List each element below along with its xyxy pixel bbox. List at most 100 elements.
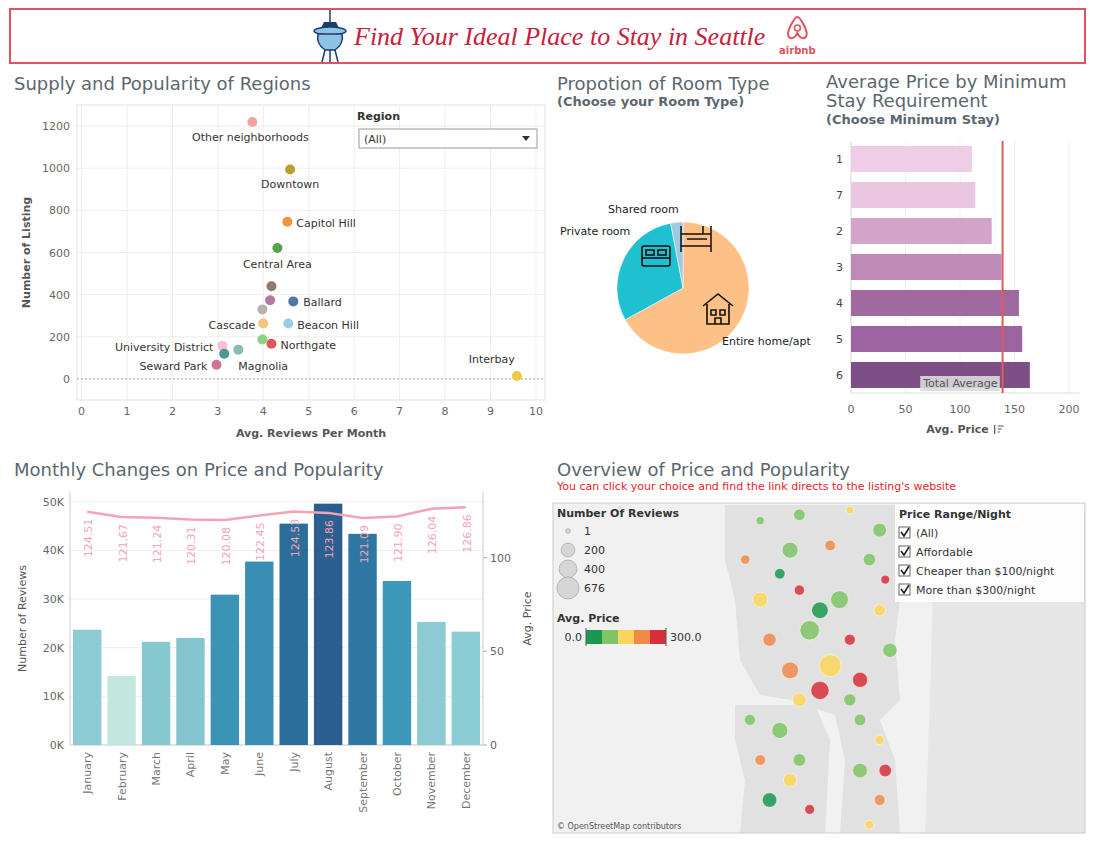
panel-title: Propotion of Room Type — [557, 73, 770, 94]
filter-panel — [895, 504, 1084, 602]
category-label: December — [460, 752, 473, 810]
bar[interactable] — [851, 146, 972, 172]
listing-dot[interactable] — [831, 591, 849, 609]
listing-dot[interactable] — [775, 568, 786, 579]
scatter-point — [265, 295, 275, 305]
tick-label: 6 — [351, 405, 358, 418]
data-label: 126.04 — [426, 516, 439, 555]
point-label: Ballard — [303, 296, 341, 309]
listing-dot[interactable] — [852, 672, 867, 687]
color-bar-step — [618, 630, 634, 644]
grid-line — [77, 378, 545, 379]
tick-label: 600 — [49, 247, 70, 260]
listing-dot[interactable] — [881, 575, 890, 584]
listing-dot[interactable] — [793, 693, 807, 707]
listing-dot[interactable] — [772, 722, 788, 738]
listing-dot[interactable] — [794, 585, 804, 595]
attribution: © OpenStreetMap contributors — [557, 822, 681, 831]
filter-title: Region — [357, 110, 400, 123]
listing-dot[interactable] — [811, 681, 829, 699]
checkbox[interactable] — [899, 546, 910, 557]
point-label: Capitol Hill — [296, 217, 356, 230]
tick-label: 100 — [490, 552, 511, 565]
bunk-lines — [681, 226, 711, 252]
category-label: January — [81, 752, 94, 795]
listing-dot[interactable] — [762, 793, 776, 807]
bar[interactable] — [851, 182, 975, 208]
listing-dot[interactable] — [805, 805, 815, 815]
listing-dot[interactable] — [741, 555, 750, 564]
data-label: 120.31 — [185, 527, 198, 566]
scatter-point — [288, 296, 298, 306]
listing-dot[interactable] — [782, 662, 799, 679]
listing-dot[interactable] — [863, 553, 875, 565]
listing-dot[interactable] — [812, 602, 829, 619]
listing-dot[interactable] — [763, 633, 776, 646]
listing-dot[interactable] — [794, 509, 806, 521]
price-line — [87, 507, 466, 520]
needle-body — [318, 34, 343, 50]
listing-dot[interactable] — [800, 621, 819, 640]
listing-dot[interactable] — [793, 754, 806, 767]
legend-title: Avg. Price — [557, 612, 619, 625]
listing-dot[interactable] — [782, 542, 798, 558]
listing-dot[interactable] — [844, 634, 855, 645]
bar[interactable] — [851, 254, 1001, 280]
slice-label: Shared room — [608, 203, 679, 216]
checkbox[interactable] — [899, 565, 910, 576]
bar[interactable] — [851, 290, 1019, 316]
listing-dot[interactable] — [879, 764, 891, 776]
listing-dot[interactable] — [854, 714, 866, 726]
listing-dot[interactable] — [873, 523, 887, 537]
color-bar-tick — [586, 628, 587, 646]
grid-line — [70, 550, 483, 551]
listing-dot[interactable] — [844, 694, 856, 706]
title-line: Stay Requirement — [826, 90, 988, 111]
tick-label: 1 — [123, 405, 130, 418]
house-icon — [703, 294, 733, 324]
checkmark — [901, 528, 909, 536]
listing-dot[interactable] — [825, 540, 836, 551]
listing-dot[interactable] — [846, 506, 854, 514]
tick-label: 1000 — [42, 162, 70, 175]
listing-dot[interactable] — [756, 516, 764, 524]
slice-label: Entire home/apt — [722, 335, 811, 348]
dropdown[interactable] — [359, 129, 537, 148]
bed-pillow — [658, 250, 666, 255]
checkbox[interactable] — [899, 527, 910, 538]
category-label: 5 — [836, 333, 843, 346]
tick-label: 40K — [43, 544, 65, 557]
tick-label: 2 — [169, 405, 176, 418]
listing-dot[interactable] — [819, 655, 841, 677]
tick-label: 0 — [78, 405, 85, 418]
data-label: 121.67 — [117, 524, 130, 563]
scatter-point — [285, 164, 295, 174]
listing-dot[interactable] — [875, 735, 884, 744]
bed-frame — [642, 246, 670, 266]
tick-label: 30K — [43, 593, 65, 606]
listing-dot[interactable] — [783, 773, 796, 786]
listing-dot[interactable] — [874, 795, 885, 806]
checkbox[interactable] — [899, 584, 910, 595]
tick-label: 50 — [490, 645, 504, 658]
listing-dot[interactable] — [853, 763, 868, 778]
category-label: November — [425, 752, 438, 810]
bar — [314, 504, 342, 745]
listing-dot[interactable] — [755, 755, 766, 766]
listing-dot[interactable] — [874, 604, 886, 616]
bar — [348, 534, 376, 745]
filter-option: (All) — [916, 527, 938, 540]
listing-dot[interactable] — [883, 643, 897, 657]
point-label: Interbay — [469, 353, 516, 366]
bar — [211, 595, 239, 745]
tick-label: 150 — [1004, 403, 1025, 416]
listing-dot[interactable] — [865, 820, 874, 829]
scatter-point — [219, 349, 229, 359]
bar[interactable] — [851, 218, 992, 244]
bar[interactable] — [851, 326, 1022, 352]
map-frame — [553, 503, 1085, 833]
category-label: July — [288, 752, 301, 773]
listing-dot[interactable] — [753, 592, 768, 607]
listing-dot[interactable] — [744, 714, 755, 725]
tick-mark — [483, 651, 487, 652]
